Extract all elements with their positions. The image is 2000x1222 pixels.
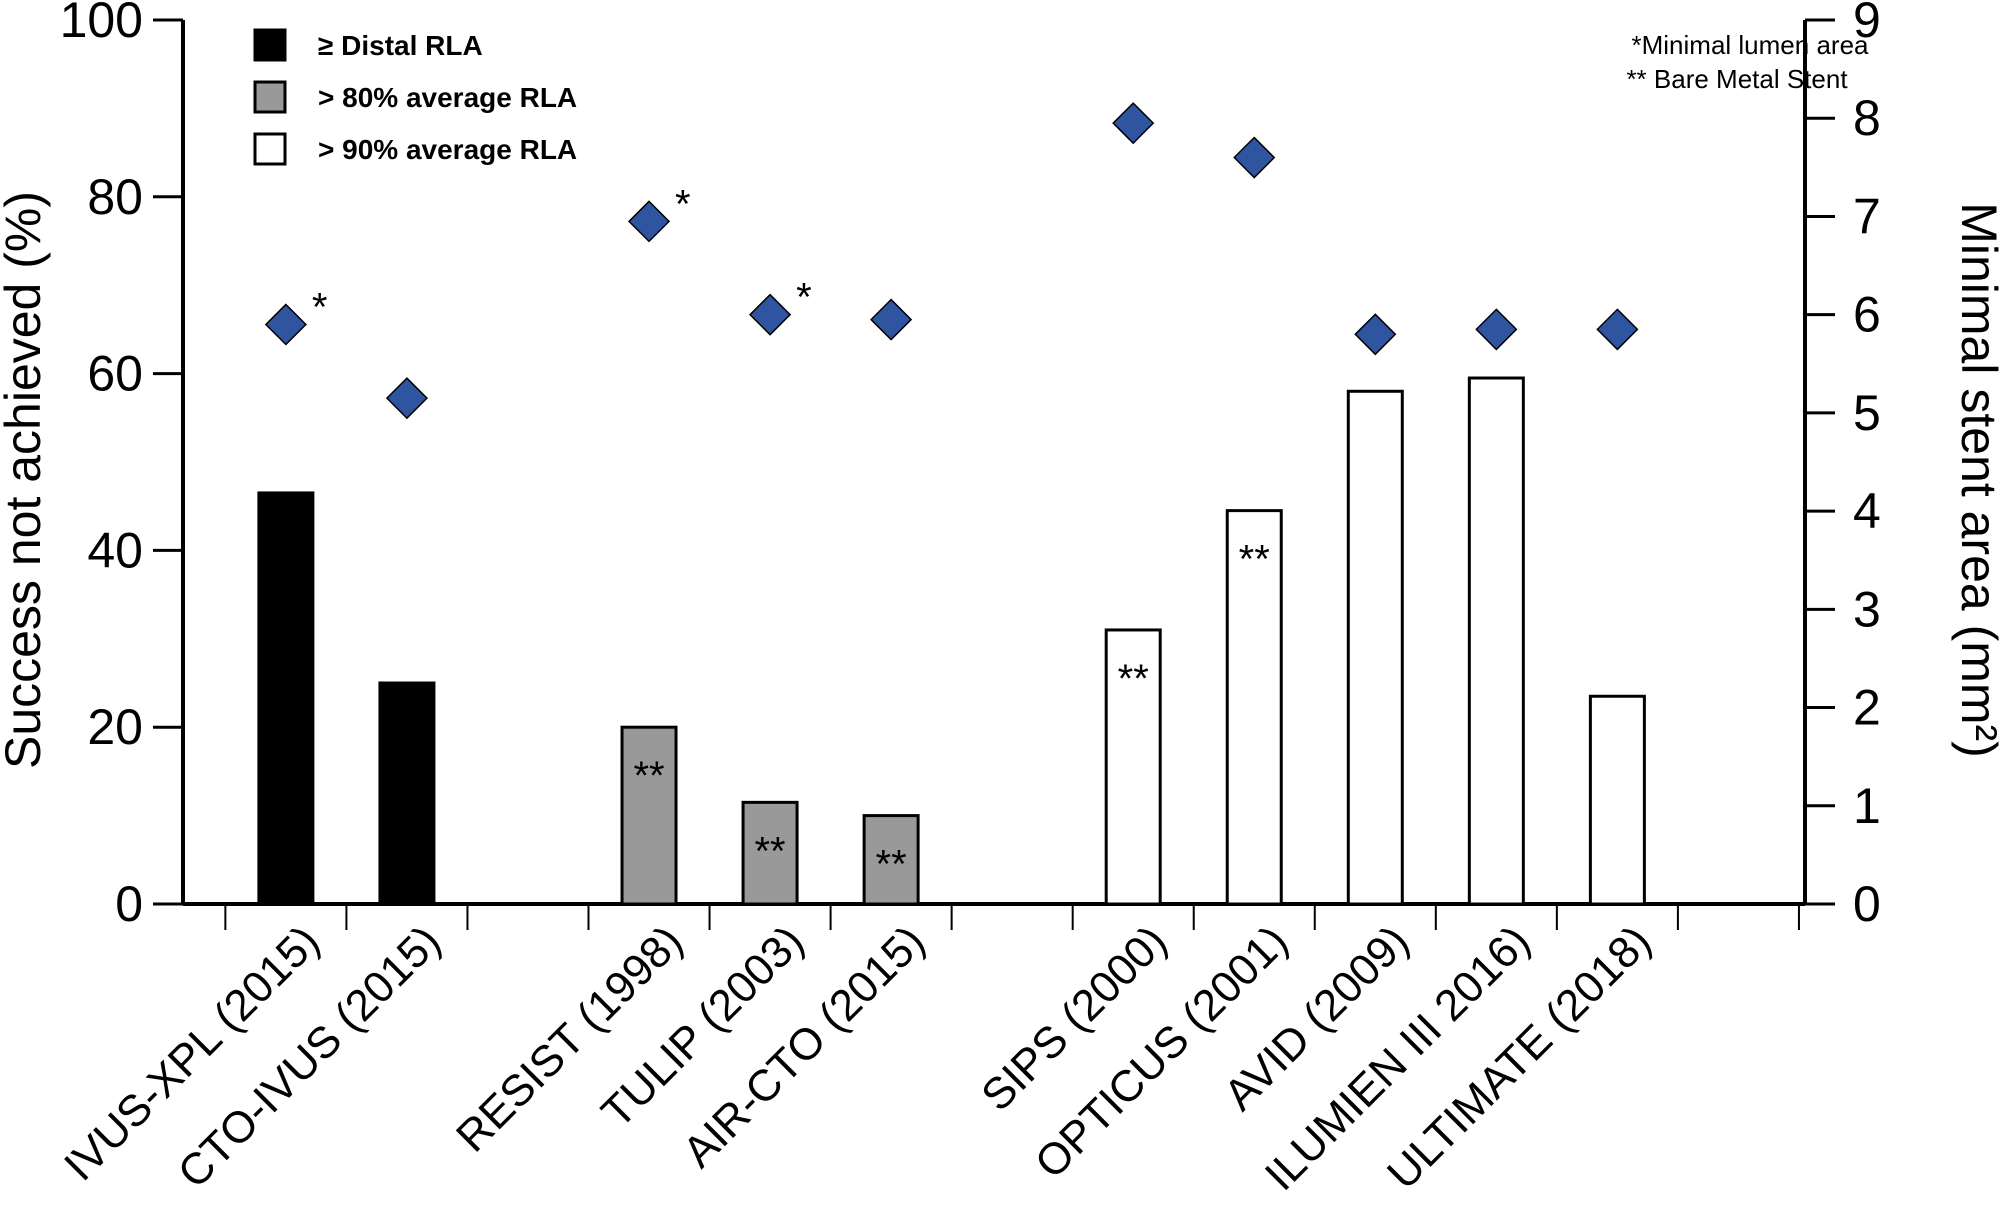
left-tick-label: 100 bbox=[60, 0, 143, 48]
right-tick-label: 3 bbox=[1853, 581, 1881, 637]
msa-marker bbox=[1354, 313, 1397, 356]
msa-marker bbox=[1112, 102, 1155, 145]
legend-label: ≥ Distal RLA bbox=[318, 30, 483, 61]
bar bbox=[620, 725, 678, 906]
right-tick-label: 2 bbox=[1853, 680, 1881, 736]
right-tick-label: 0 bbox=[1853, 876, 1881, 932]
right-tick-label: 9 bbox=[1853, 0, 1881, 48]
right-tick-label: 1 bbox=[1853, 778, 1881, 834]
msa-marker bbox=[1233, 136, 1276, 179]
msa-marker bbox=[870, 298, 913, 341]
legend-swatch bbox=[253, 80, 287, 114]
left-tick-label: 20 bbox=[87, 699, 143, 755]
axes: 0 20 40 60 80 100 0 1 2 3 4 5 6 7 8 9 bbox=[60, 0, 1881, 932]
marker-annotation: * bbox=[312, 285, 328, 329]
bar bbox=[862, 814, 920, 906]
right-axis-title: Minimal stent area (mm²) bbox=[1951, 202, 2000, 758]
right-tick-label: 8 bbox=[1853, 90, 1881, 146]
bar bbox=[1346, 389, 1404, 906]
markers bbox=[264, 102, 1639, 420]
left-tick-label: 80 bbox=[87, 169, 143, 225]
bar bbox=[378, 681, 436, 906]
bar bbox=[741, 800, 799, 906]
msa-marker bbox=[1475, 308, 1518, 351]
bar bbox=[1588, 694, 1646, 906]
msa-marker bbox=[264, 303, 307, 346]
msa-marker bbox=[385, 377, 428, 420]
bar-annotation: ** bbox=[754, 829, 785, 873]
right-tick-label: 6 bbox=[1853, 287, 1881, 343]
marker-annotation: * bbox=[675, 182, 691, 226]
note-minimal-lumen-area: *Minimal lumen area bbox=[1632, 30, 1870, 60]
right-tick-label: 5 bbox=[1853, 385, 1881, 441]
left-tick-label: 40 bbox=[87, 522, 143, 578]
bar-annotation: ** bbox=[1118, 657, 1149, 701]
bar bbox=[257, 491, 315, 906]
bars bbox=[257, 376, 1646, 906]
legend-swatch bbox=[253, 132, 287, 166]
left-tick-label: 60 bbox=[87, 346, 143, 402]
legend-label: > 90% average RLA bbox=[318, 134, 577, 165]
msa-marker bbox=[1596, 308, 1639, 351]
bar bbox=[1104, 628, 1162, 906]
right-tick-label: 7 bbox=[1853, 188, 1881, 244]
legend: ≥ Distal RLA > 80% average RLA > 90% avera… bbox=[253, 28, 577, 166]
bar bbox=[1225, 509, 1283, 906]
msa-marker bbox=[749, 293, 792, 336]
legend-swatch bbox=[253, 28, 287, 62]
left-axis-title: Success not achieved (%) bbox=[0, 191, 51, 769]
bar-annotation: ** bbox=[876, 843, 907, 887]
marker-annotation: * bbox=[796, 276, 812, 320]
note-bare-metal-stent: ** Bare Metal Stent bbox=[1626, 64, 1848, 94]
legend-label: > 80% average RLA bbox=[318, 82, 577, 113]
bar-annotation: ** bbox=[633, 754, 664, 798]
right-tick-label: 4 bbox=[1853, 483, 1881, 539]
left-tick-label: 0 bbox=[115, 876, 143, 932]
msa-marker bbox=[627, 200, 671, 243]
bar-annotation: ** bbox=[1239, 538, 1270, 582]
bar bbox=[1467, 376, 1525, 906]
